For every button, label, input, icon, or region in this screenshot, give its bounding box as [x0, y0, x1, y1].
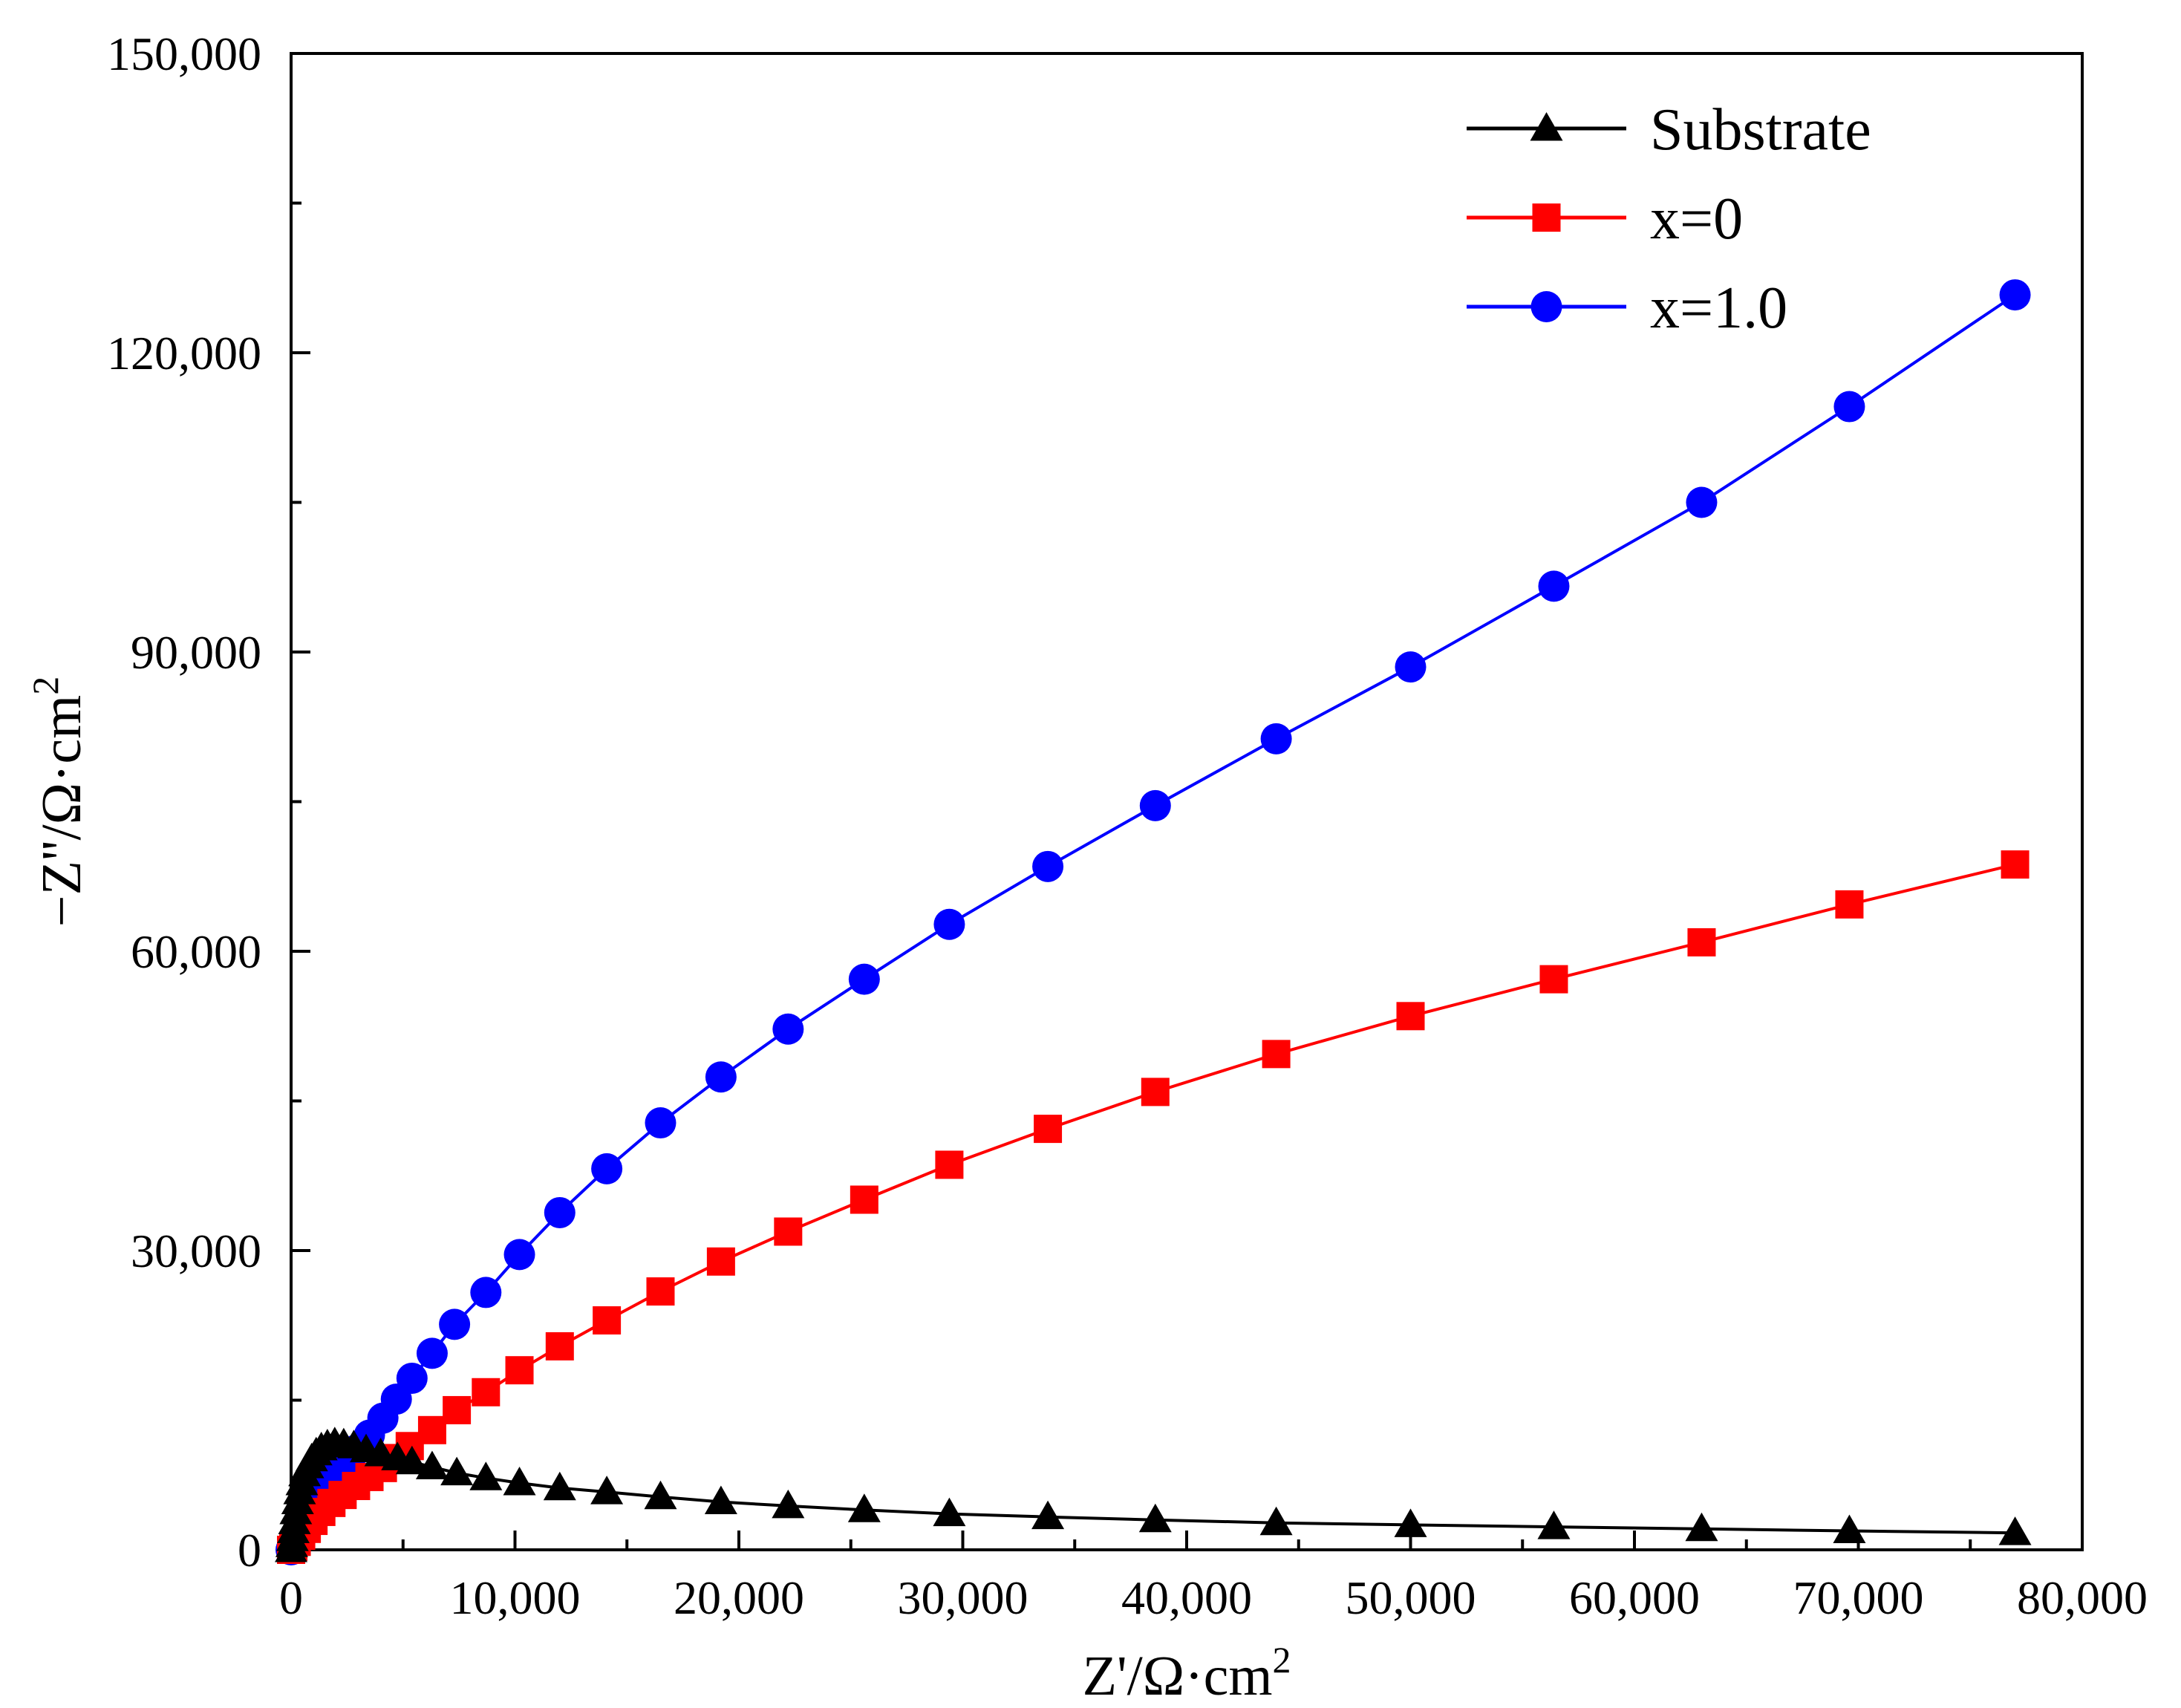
data-point [544, 1196, 576, 1228]
data-point [591, 1153, 623, 1184]
x-tick-label: 30,000 [898, 1571, 1028, 1624]
y-tick-label: 0 [238, 1524, 261, 1577]
series-x-1-0 [276, 279, 2031, 1565]
data-point [1538, 570, 1570, 602]
data-point [1031, 1500, 1065, 1530]
data-point [440, 1456, 474, 1486]
legend-label: Substrate [1650, 97, 1871, 163]
data-point [1835, 890, 1864, 919]
data-point [590, 1476, 624, 1505]
data-point [1539, 965, 1568, 994]
data-point [772, 1013, 804, 1045]
data-point [543, 1471, 576, 1501]
legend: Substrate x=0 x=1.0 [1467, 97, 1871, 341]
data-point [505, 1356, 534, 1385]
data-point [1537, 1510, 1571, 1539]
data-point [396, 1362, 428, 1394]
data-point [503, 1466, 536, 1496]
axis-tick-labels: 0 10,000 20,000 30,000 40,000 50,000 60,000 70,… [107, 27, 2148, 1624]
plot-frame [290, 52, 2084, 1551]
y-axis-title: −Z''/Ω·cm2 [25, 677, 93, 927]
data-series [275, 279, 2032, 1565]
series-substrate [275, 1427, 2032, 1562]
data-point [1395, 651, 1427, 683]
data-point [503, 1239, 535, 1271]
data-point [645, 1107, 677, 1139]
data-point [470, 1277, 502, 1308]
data-point [646, 1277, 675, 1306]
data-point [1686, 486, 1718, 518]
data-point [644, 1480, 677, 1510]
y-axis-title-sup: 2 [25, 677, 66, 695]
axis-ticks [290, 52, 2084, 1551]
data-point [1034, 1115, 1063, 1144]
y-tick-label: 150,000 [107, 27, 261, 80]
y-tick-label: 120,000 [107, 327, 261, 379]
x-tick-label: 60,000 [1569, 1571, 1700, 1624]
data-point [1998, 1516, 2032, 1545]
x-axis-title-text: Z'/Ω·cm [1083, 1645, 1273, 1707]
data-point [417, 1415, 446, 1444]
data-point [706, 1247, 735, 1276]
y-axis-title-text: −Z''/Ω·cm [30, 695, 93, 927]
data-point [443, 1395, 472, 1424]
data-point [1032, 850, 1064, 882]
legend-label: x=0 [1650, 186, 1743, 252]
data-point [1260, 723, 1292, 754]
x-tick-label: 50,000 [1346, 1571, 1476, 1624]
data-point [1833, 1514, 1866, 1543]
x-axis-title-sup: 2 [1272, 1639, 1291, 1681]
y-tick-label: 60,000 [131, 925, 261, 978]
y-tick-label: 90,000 [131, 626, 261, 679]
series-x-0 [277, 850, 2030, 1564]
data-point [774, 1217, 803, 1246]
legend-marker [1530, 112, 1563, 141]
data-point [772, 1489, 805, 1519]
data-point [933, 1497, 966, 1527]
y-tick-label: 30,000 [131, 1225, 261, 1277]
x-tick-label: 0 [279, 1571, 303, 1624]
data-point [1396, 1002, 1425, 1031]
data-point [1685, 1512, 1718, 1542]
data-point [933, 908, 965, 940]
legend-label: x=1.0 [1650, 276, 1787, 341]
data-point [1139, 789, 1171, 821]
legend-marker [1530, 291, 1562, 322]
data-point [415, 1450, 449, 1480]
x-axis-title: Z'/Ω·cm2 [1083, 1639, 1291, 1707]
x-tick-label: 40,000 [1121, 1571, 1252, 1624]
data-point [593, 1306, 622, 1335]
data-point [1999, 279, 2031, 311]
data-point [472, 1378, 501, 1407]
data-point [545, 1331, 574, 1360]
data-point [850, 1185, 878, 1214]
data-point [1833, 391, 1865, 423]
data-point [705, 1061, 737, 1093]
x-tick-label: 80,000 [2017, 1571, 2148, 1624]
x-tick-label: 20,000 [674, 1571, 804, 1624]
data-point [1259, 1506, 1293, 1536]
data-point [1138, 1503, 1172, 1533]
legend-marker [1532, 203, 1561, 232]
x-tick-label: 10,000 [450, 1571, 581, 1624]
data-point [395, 1445, 428, 1475]
series-line [290, 293, 2016, 1551]
data-point [439, 1308, 471, 1340]
data-point [704, 1485, 737, 1515]
data-point [416, 1337, 448, 1369]
data-point [1394, 1508, 1427, 1537]
data-point [2001, 850, 2030, 879]
data-point [847, 1493, 881, 1522]
x-tick-label: 70,000 [1793, 1571, 1924, 1624]
data-point [1262, 1040, 1291, 1069]
data-point [1687, 928, 1716, 956]
data-point [935, 1150, 964, 1179]
data-point [1141, 1078, 1170, 1106]
data-point [848, 963, 880, 995]
data-point [469, 1461, 503, 1490]
